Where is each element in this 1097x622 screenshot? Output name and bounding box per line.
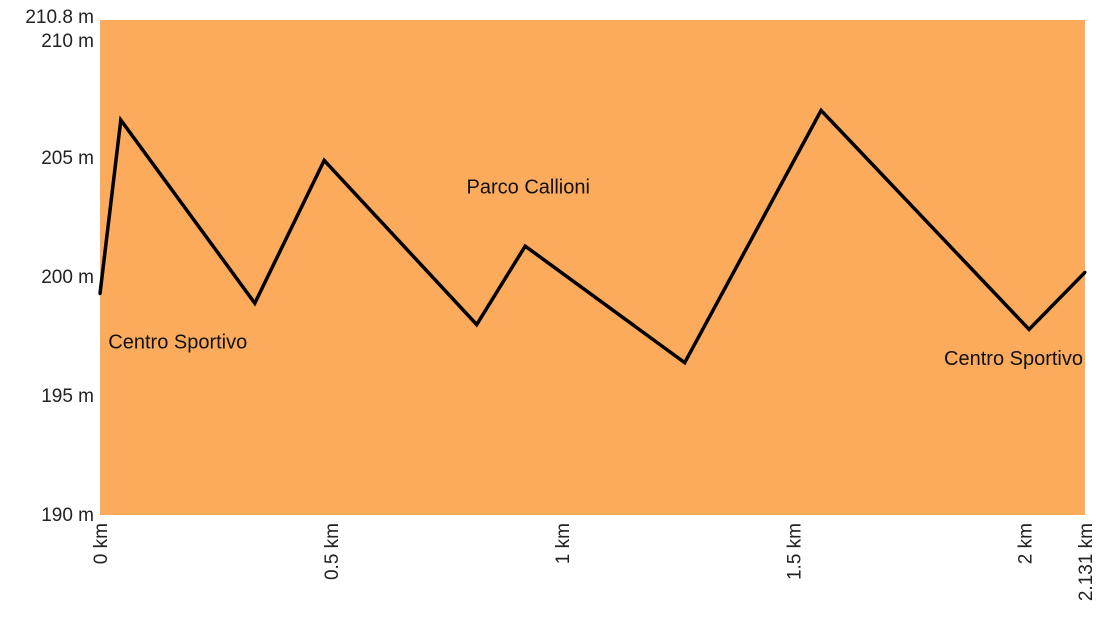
data-point [1083,270,1087,274]
data-point [119,118,123,122]
data-point [523,244,527,248]
y-tick-label: 190 m [41,505,94,526]
y-tick-label: 210.8 m [25,7,94,28]
y-axis: 190 m 195 m 200 m 205 m 210 m 210.8 m [25,7,94,526]
y-tick-label: 205 m [41,148,94,169]
data-point [819,108,823,112]
x-tick-label: 2 km [1015,523,1036,564]
plot-area [100,20,1085,515]
x-tick-label: 2.131 km [1076,523,1097,601]
y-tick-label: 195 m [41,386,94,407]
x-tick-label: 1.5 km [784,523,805,580]
y-tick-label: 210 m [41,31,94,52]
x-tick-label: 0 km [91,523,112,564]
data-point [253,301,257,305]
x-axis: 0 km 0.5 km 1 km 1.5 km 2 km 2.131 km [91,523,1097,601]
data-point [98,292,102,296]
y-tick-label: 200 m [41,267,94,288]
data-points [98,108,1087,365]
x-tick-label: 1 km [553,523,574,564]
annotations: Centro Sportivo Parco Callioni Centro Spor… [108,177,1083,370]
data-point [683,361,687,365]
annotation-label: Centro Sportivo [944,348,1083,370]
annotation-label: Centro Sportivo [108,331,247,353]
data-point [475,323,479,327]
data-point [1027,327,1031,331]
data-point [322,158,326,162]
x-tick-label: 0.5 km [322,523,343,580]
elevation-line [98,107,1087,366]
annotation-label: Parco Callioni [467,177,590,199]
